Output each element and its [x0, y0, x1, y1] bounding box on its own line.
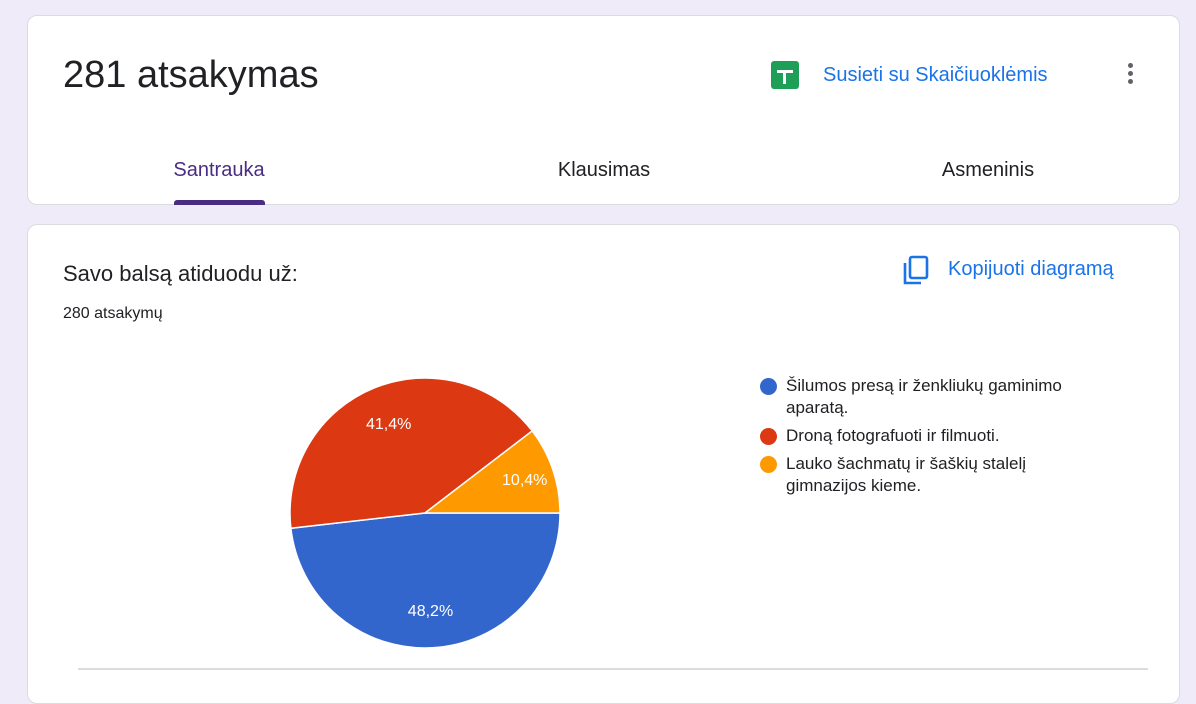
response-count: 280 atsakymų: [63, 305, 163, 322]
pie-slice[interactable]: [289, 377, 534, 530]
question-card: Savo balsą atiduodu už: 280 atsakymų Kop…: [27, 224, 1180, 704]
legend-item[interactable]: Lauko šachmatų ir šaškių stalelį gimnazi…: [760, 453, 1100, 497]
legend-dot: [760, 428, 777, 445]
legend-label: Lauko šachmatų ir šaškių stalelį gimnazi…: [786, 454, 1027, 495]
tab-individual[interactable]: Asmeninis: [941, 159, 1035, 181]
link-to-sheets-button[interactable]: Susieti su Skaičiuoklėmis: [823, 64, 1048, 86]
legend-item[interactable]: Droną fotografuoti ir filmuoti.: [760, 425, 1100, 447]
pie-slice[interactable]: [422, 429, 561, 514]
chart-legend: Šilumos presą ir ženkliukų gaminimo apar…: [760, 375, 1100, 503]
copy-icon[interactable]: [902, 255, 930, 287]
legend-label: Šilumos presą ir ženkliukų gaminimo apar…: [786, 376, 1062, 417]
legend-label: Droną fotografuoti ir filmuoti.: [786, 426, 1000, 445]
active-tab-indicator: [174, 200, 265, 205]
legend-dot: [760, 456, 777, 473]
pie-slice[interactable]: [290, 512, 561, 649]
tab-summary[interactable]: Santrauka: [173, 159, 265, 181]
slice-label: 10,4%: [502, 472, 547, 489]
legend-item[interactable]: Šilumos presą ir ženkliukų gaminimo apar…: [760, 375, 1100, 419]
divider: [78, 668, 1148, 670]
copy-chart-button[interactable]: Kopijuoti diagramą: [948, 258, 1114, 280]
summary-header-card: 281 atsakymas Susieti su Skaičiuoklėmis …: [27, 15, 1180, 205]
sheets-icon[interactable]: [771, 61, 799, 89]
page-title: 281 atsakymas: [63, 54, 319, 96]
more-vert-icon[interactable]: [1128, 63, 1136, 87]
legend-dot: [760, 378, 777, 395]
slice-label: 41,4%: [366, 416, 411, 433]
question-title: Savo balsą atiduodu už:: [63, 261, 298, 286]
pie-chart: 48,2% 41,4% 10,4%: [289, 377, 561, 649]
slice-label: 48,2%: [408, 603, 453, 620]
tab-question[interactable]: Klausimas: [557, 159, 651, 181]
